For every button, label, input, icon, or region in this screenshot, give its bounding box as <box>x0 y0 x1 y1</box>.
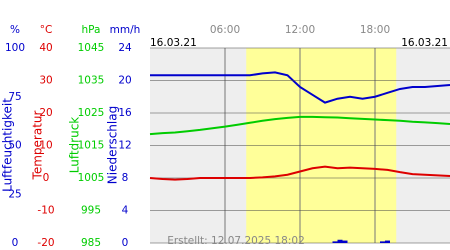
y-tick-label: -10 <box>37 205 54 217</box>
y-tick-label: 1005 <box>78 172 105 184</box>
y-tick-label: 0 <box>12 237 19 249</box>
y-tick-label: 12 <box>118 140 131 152</box>
y-tick-label: 30 <box>39 75 52 87</box>
x-tick-label: 12:00 <box>285 24 315 36</box>
y-tick-label: 985 <box>81 237 101 249</box>
axis-unit: % <box>10 24 20 36</box>
y-tick-label: 995 <box>81 205 101 217</box>
y-tick-label: 20 <box>39 107 52 119</box>
y-tick-label: 1035 <box>78 75 105 87</box>
y-tick-label: 1045 <box>78 42 105 54</box>
axis-unit: °C <box>40 24 53 36</box>
axis-title: Luftfeuchtigkeit <box>1 98 15 192</box>
y-tick-label: 75 <box>8 91 21 103</box>
y-tick-label: 10 <box>39 140 52 152</box>
precip-bar <box>337 239 343 243</box>
y-tick-label: 16 <box>118 107 132 119</box>
y-tick-label: -20 <box>37 237 54 249</box>
data-line <box>149 115 450 136</box>
axis-title: Luftdruck <box>68 117 82 174</box>
data-line <box>149 165 450 181</box>
axis-unit: hPa <box>82 24 101 36</box>
y-tick-label: 0 <box>122 237 129 249</box>
y-tick-label: 25 <box>8 188 21 200</box>
y-tick-label: 1025 <box>78 107 105 119</box>
axis-title: Temperatur <box>31 110 45 180</box>
y-tick-label: 1015 <box>78 140 105 152</box>
y-tick-label: 100 <box>5 42 25 54</box>
x-tick-label: 18:00 <box>360 24 390 36</box>
date-left: 16.03.21 <box>150 37 197 49</box>
precip-bar <box>380 241 385 243</box>
x-tick-label: 06:00 <box>210 24 240 36</box>
precip-bar <box>332 241 338 243</box>
y-tick-label: 4 <box>122 205 129 217</box>
y-tick-label: 40 <box>39 42 52 54</box>
precip-bar <box>342 240 348 243</box>
y-tick-label: 20 <box>118 75 131 87</box>
footer: Erstellt: 12.07.2025 18:02 <box>167 235 305 247</box>
data-line <box>150 71 450 104</box>
y-tick-label: 50 <box>8 140 21 152</box>
precip-bar <box>385 240 390 243</box>
date-right: 16.03.21 <box>401 37 448 49</box>
y-tick-label: 0 <box>43 172 50 184</box>
y-tick-label: 8 <box>122 172 129 184</box>
axis-unit: mm/h <box>110 24 141 36</box>
y-tick-label: 24 <box>118 42 132 54</box>
axis-title: Niederschlag <box>106 106 120 184</box>
